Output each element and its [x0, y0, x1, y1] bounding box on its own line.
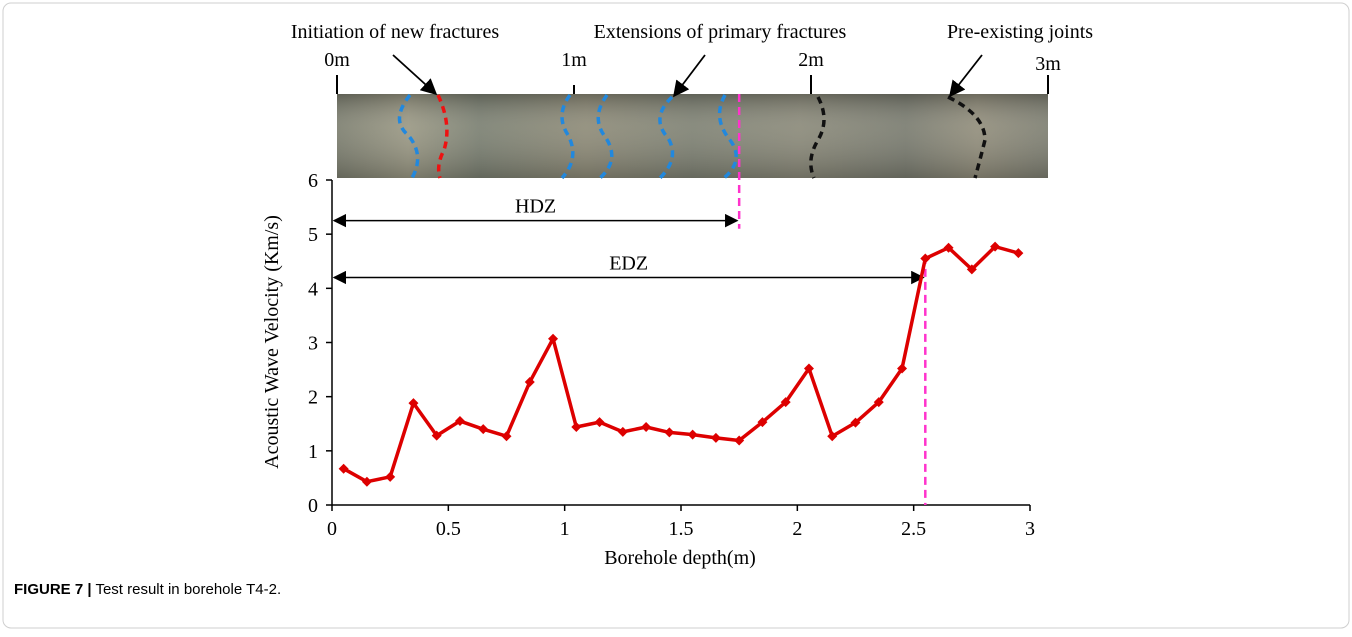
data-point	[873, 397, 884, 408]
scale-label: 0m	[324, 49, 350, 71]
data-point	[803, 363, 814, 374]
joint	[947, 95, 987, 179]
data-point	[664, 427, 675, 438]
y-tick-label: 3	[308, 333, 318, 355]
data-point	[966, 264, 977, 275]
data-point	[850, 417, 861, 428]
caption: FIGURE 7 | Test result in borehole T4-2.	[14, 581, 281, 598]
y-axis-label: Acoustic Wave Velocity (Km/s)	[261, 215, 283, 469]
x-tick-label: 1	[560, 518, 570, 540]
data-point	[687, 429, 698, 440]
zone-label: EDZ	[609, 253, 648, 275]
joint	[809, 96, 826, 179]
callout-arrow	[949, 54, 983, 98]
primary-fracture	[397, 93, 420, 179]
data-point	[943, 242, 954, 253]
callout: Pre-existing joints	[947, 21, 1093, 43]
data-point	[385, 471, 396, 482]
callout: Extensions of primary fractures	[594, 21, 847, 43]
data-point	[641, 422, 652, 432]
x-tick-label: 2	[792, 518, 802, 540]
data-point	[990, 241, 1001, 252]
data-point	[548, 333, 559, 344]
data-line	[342, 244, 1019, 484]
data-point	[1013, 248, 1024, 259]
data-point	[734, 435, 745, 446]
zone-label: HDZ	[515, 196, 556, 218]
data-point	[431, 430, 442, 441]
data-point	[780, 397, 791, 408]
x-tick-label: 0.5	[436, 518, 461, 540]
data-point	[454, 416, 465, 427]
data-point	[827, 431, 838, 442]
x-axis-label: Borehole depth(m)	[604, 547, 756, 569]
data-point	[617, 426, 628, 437]
callout-arrow	[673, 54, 706, 98]
primary-fracture	[596, 93, 614, 180]
caption-label: FIGURE 7 |	[14, 581, 92, 598]
y-tick-label: 6	[308, 170, 318, 192]
fractures	[397, 93, 987, 180]
y-tick-label: 0	[308, 495, 318, 517]
data-point	[478, 424, 489, 435]
data-point	[408, 398, 419, 409]
data-point	[571, 422, 582, 432]
scale-label: 3m	[1035, 53, 1061, 75]
primary-fracture	[560, 93, 575, 180]
y-tick-label: 4	[308, 278, 318, 300]
x-tick-label: 1.5	[669, 518, 694, 540]
data-point	[594, 417, 605, 428]
data-point	[361, 476, 372, 487]
data-point	[897, 363, 908, 374]
scale-label: 1m	[561, 49, 587, 71]
data-point	[710, 432, 721, 443]
x-tick-label: 2.5	[901, 518, 926, 540]
callout: Initiation of new fractures	[291, 21, 499, 43]
x-tick-label: 0	[327, 518, 337, 540]
data-point	[757, 417, 768, 428]
callout-arrow	[392, 54, 438, 96]
core-shade	[337, 94, 1048, 178]
y-tick-label: 5	[308, 224, 318, 246]
data-point	[338, 463, 349, 474]
primary-fracture	[717, 94, 738, 180]
y-tick-label: 1	[308, 441, 318, 463]
y-tick-label: 2	[308, 387, 318, 409]
x-tick-label: 3	[1025, 518, 1035, 540]
data-point	[920, 253, 931, 264]
data-point	[524, 377, 535, 388]
new-fracture	[436, 94, 449, 179]
scale-label: 2m	[798, 49, 824, 71]
primary-fracture	[658, 95, 675, 180]
callout-arrows	[392, 54, 983, 98]
data-point	[501, 431, 512, 442]
caption-text: Test result in borehole T4-2.	[95, 581, 281, 598]
